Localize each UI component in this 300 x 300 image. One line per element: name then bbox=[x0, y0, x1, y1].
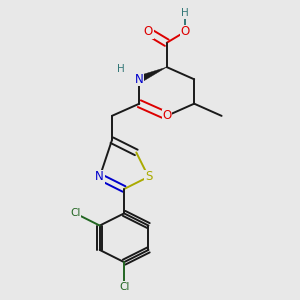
Text: O: O bbox=[144, 25, 153, 38]
Polygon shape bbox=[138, 67, 167, 83]
Text: H: H bbox=[181, 8, 189, 19]
Text: N: N bbox=[135, 73, 144, 86]
Text: O: O bbox=[180, 25, 190, 38]
Text: O: O bbox=[162, 110, 171, 122]
Text: H: H bbox=[117, 64, 125, 74]
Text: S: S bbox=[145, 170, 152, 183]
Text: N: N bbox=[95, 170, 104, 183]
Text: Cl: Cl bbox=[119, 281, 129, 292]
Text: Cl: Cl bbox=[70, 208, 80, 218]
